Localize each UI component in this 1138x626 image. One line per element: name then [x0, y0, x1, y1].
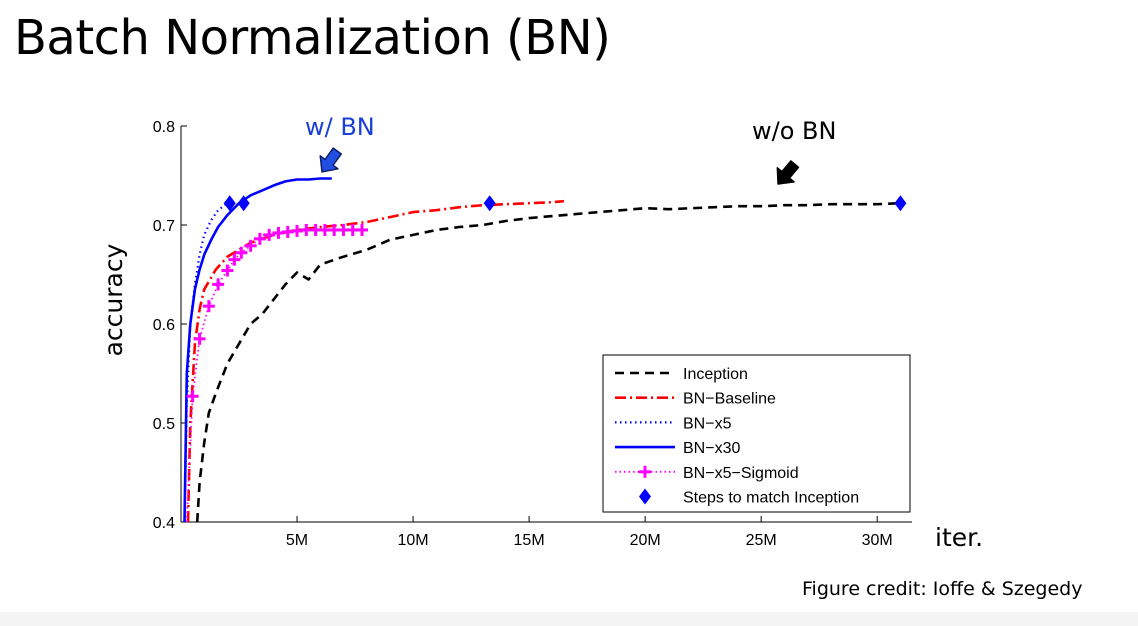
x-tick-label: 15M: [514, 532, 545, 549]
match-inception-marker: [223, 195, 236, 212]
series-bn-x5-sigmoid: [185, 223, 369, 522]
y-tick-label: 0.6: [153, 317, 175, 334]
arrow-shape: [776, 160, 800, 185]
series-line: [195, 201, 901, 522]
legend-entry-label: Steps to match Inception: [683, 490, 859, 507]
series-inception: [195, 201, 901, 522]
footer-band: [0, 612, 1138, 626]
x-tick-label: 10M: [398, 532, 429, 549]
sigmoid-point: [228, 253, 241, 266]
y-tick-label: 0.8: [153, 119, 175, 136]
sigmoid-point: [212, 278, 225, 291]
annotation-with-bn: w/ BN: [305, 113, 375, 141]
x-tick-label: 25M: [746, 532, 777, 549]
match-inception-marker: [894, 195, 907, 212]
sigmoid-point: [235, 246, 248, 259]
sigmoid-point: [186, 390, 199, 403]
figure-credit: Figure credit: Ioffe & Szegedy: [802, 578, 1083, 600]
sigmoid-point: [263, 228, 276, 241]
legend-entry-label: BN−Baseline: [683, 391, 776, 408]
legend-entry-label: Inception: [683, 366, 748, 383]
x-tick-label: 20M: [630, 532, 661, 549]
arrow-shape: [319, 147, 343, 173]
legend-entry-label: BN−x5−Sigmoid: [683, 465, 799, 482]
annotation-without-bn: w/o BN: [752, 117, 836, 145]
sigmoid-point: [244, 239, 257, 252]
slide-title: Batch Normalization (BN): [14, 10, 611, 66]
sigmoid-point: [193, 332, 206, 345]
series-steps-to-match-inception: [223, 195, 907, 212]
sigmoid-point: [221, 264, 234, 277]
with-bn-arrow-icon: [319, 147, 343, 173]
y-tick-label: 0.7: [153, 218, 175, 235]
sigmoid-point: [356, 223, 369, 236]
series-bn-x30: [183, 177, 332, 522]
sigmoid-point: [253, 232, 266, 245]
y-tick-label: 0.5: [153, 416, 175, 433]
legend-entry-label: BN−x5: [683, 415, 732, 432]
series-bn-baseline: [186, 199, 565, 522]
legend: Inception BN−Baseline BN−x5 BN−x30 BN−x5−Sig…: [602, 354, 911, 513]
sigmoid-point: [202, 300, 215, 313]
y-tick-label: 0.4: [153, 515, 175, 532]
x-axis-label: iter.: [935, 523, 983, 552]
x-tick-label: 30M: [862, 532, 893, 549]
without-bn-arrow-icon: [776, 160, 800, 185]
legend-entry-label: BN−x30: [683, 440, 740, 457]
legend-box: [602, 354, 911, 513]
series-line: [183, 177, 332, 522]
legend-diamond-icon: [639, 488, 651, 505]
legend-plus-icon: [639, 465, 651, 478]
y-axis-label: accuracy: [99, 243, 128, 356]
x-tick-label: 5M: [286, 532, 308, 549]
match-inception-marker: [483, 195, 496, 212]
match-inception-marker: [237, 195, 250, 212]
series-line: [186, 199, 565, 522]
series-line: [185, 229, 362, 522]
